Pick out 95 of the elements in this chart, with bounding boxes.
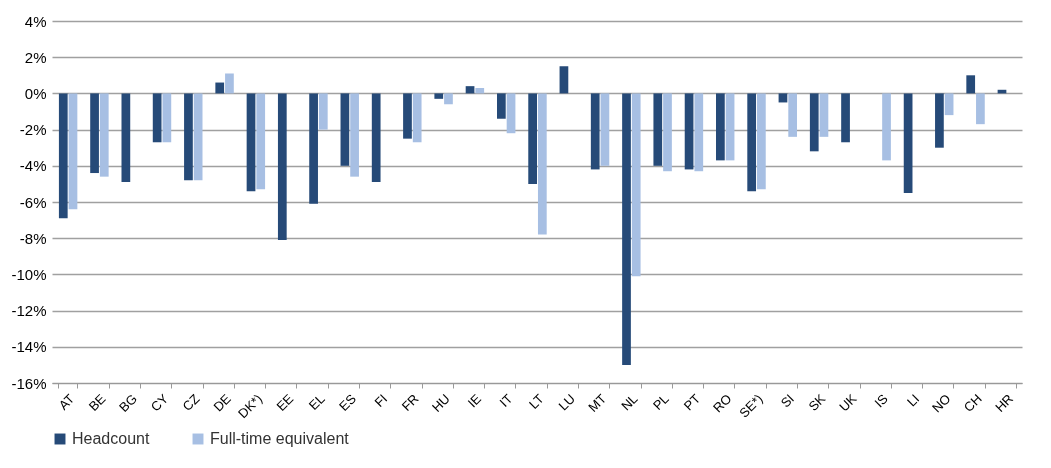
x-tick-label: NL (618, 391, 641, 414)
bar (215, 82, 225, 94)
x-tick-label: HU (428, 391, 453, 415)
bar (90, 93, 99, 174)
y-tick-label: 4% (24, 12, 47, 30)
bar (684, 93, 694, 170)
bar (99, 93, 109, 177)
x-tick-label: DE (210, 390, 235, 415)
y-tick-label: -12% (11, 302, 47, 320)
bar (444, 93, 453, 105)
bar (506, 93, 516, 134)
bar (225, 73, 234, 94)
bar (747, 93, 757, 192)
legend-label: Full-time equivalent (210, 430, 350, 447)
bar (694, 93, 704, 172)
bar (966, 75, 976, 94)
x-tick-label: FI (371, 391, 391, 410)
x-tick-label: ES (336, 390, 360, 414)
x-tick-label: BE (85, 390, 109, 414)
y-tick-label: -10% (11, 265, 47, 283)
bar (121, 93, 131, 183)
x-tick-label: BG (116, 391, 140, 415)
y-tick-label: -4% (19, 157, 47, 175)
x-tick-label: PL (650, 391, 672, 413)
bar (371, 93, 381, 183)
bar (600, 93, 610, 166)
x-tick-label: PT (680, 391, 704, 414)
x-tick-label: EL (305, 391, 328, 413)
bar (318, 93, 328, 130)
bar (882, 93, 891, 161)
x-tick-label: AT (55, 391, 78, 413)
bar (496, 93, 506, 119)
x-tick-label: IT (496, 391, 516, 410)
bar (152, 93, 162, 143)
bar (309, 93, 318, 204)
y-tick-label: -16% (11, 374, 47, 392)
bar (528, 93, 537, 184)
y-tick-label: -6% (19, 193, 47, 211)
x-tick-label: SE*) (736, 391, 766, 421)
x-tick-label: RO (710, 391, 735, 416)
y-tick-label: 0% (24, 84, 47, 102)
y-tick-label: -2% (19, 121, 47, 139)
bar (788, 93, 798, 137)
bar (246, 93, 256, 192)
y-tick-label: -14% (11, 338, 47, 356)
x-tick-label: LI (903, 391, 923, 410)
bar (184, 93, 193, 181)
x-tick-label: IS (871, 390, 892, 411)
bar (58, 93, 68, 219)
bar (663, 93, 672, 172)
x-tick-label: NO (929, 391, 954, 416)
bar (976, 93, 985, 125)
bar (256, 93, 266, 190)
x-tick-label: SI (777, 391, 798, 411)
bar (903, 93, 913, 193)
bar (778, 93, 788, 103)
bar (944, 93, 954, 116)
bar (631, 93, 641, 277)
bar (412, 93, 422, 143)
bar (350, 93, 359, 177)
bar (475, 87, 485, 94)
bar (340, 93, 350, 166)
bar (277, 93, 287, 241)
x-tick-label: SK (805, 390, 829, 414)
x-tick-label: EE (273, 390, 297, 414)
bar (403, 93, 412, 139)
legend-label: Headcount (72, 430, 150, 447)
x-tick-label: UK (836, 390, 860, 415)
x-tick-label: MT (585, 391, 610, 415)
x-tick-label: CZ (179, 391, 203, 414)
x-tick-label: HR (992, 391, 1017, 415)
x-tick-label: IE (464, 390, 485, 411)
bar (559, 66, 569, 94)
bar (537, 93, 547, 235)
x-tick-label: CY (147, 390, 172, 415)
bar (653, 93, 663, 166)
bar (725, 93, 735, 161)
x-tick-label: CH (960, 391, 985, 415)
bar (622, 93, 631, 365)
bar (757, 93, 766, 190)
x-tick-label: LU (555, 391, 578, 414)
bar (68, 93, 78, 210)
bar (434, 93, 444, 99)
bar (716, 93, 725, 161)
bar (819, 93, 829, 137)
bar (162, 93, 172, 143)
bar (935, 93, 944, 148)
bar (809, 93, 819, 152)
bar (193, 93, 203, 181)
bar (590, 93, 600, 170)
x-tick-label: FR (398, 391, 422, 414)
y-tick-label: -8% (19, 229, 47, 247)
bar (841, 93, 850, 143)
x-tick-label: LT (526, 391, 547, 412)
y-tick-label: 2% (24, 48, 47, 66)
